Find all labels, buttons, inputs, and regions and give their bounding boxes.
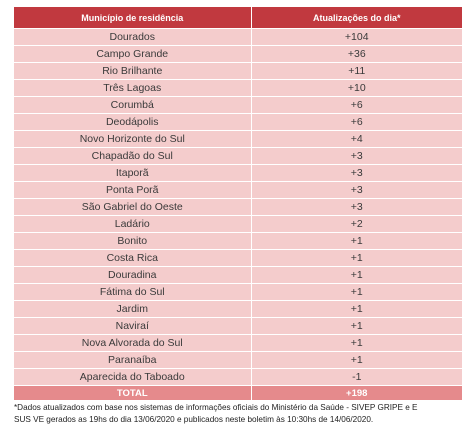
daily-update-cell: +1 — [251, 249, 462, 267]
municipality-updates-table: Município de residência Atualizações do … — [14, 7, 462, 401]
table-row: Naviraí +1 — [14, 317, 462, 335]
table-row: Nova Alvorada do Sul +1 — [14, 334, 462, 352]
table-row: Itaporã +3 — [14, 164, 462, 182]
daily-update-cell: +6 — [251, 96, 462, 114]
daily-update-cell: -1 — [251, 368, 462, 386]
table-row: Jardim +1 — [14, 300, 462, 318]
municipality-cell: Deodápolis — [14, 113, 252, 131]
municipality-cell: Dourados — [14, 28, 252, 46]
table-header-row: Município de residência Atualizações do … — [14, 7, 462, 29]
table-row: Corumbá +6 — [14, 96, 462, 114]
municipality-cell: Costa Rica — [14, 249, 252, 267]
table-row: São Gabriel do Oeste +3 — [14, 198, 462, 216]
footnote: *Dados atualizados com base nos sistemas… — [14, 402, 474, 425]
table-row: Ladário +2 — [14, 215, 462, 233]
table-row: Dourados +104 — [14, 28, 462, 46]
municipality-cell: Aparecida do Taboado — [14, 368, 252, 386]
municipality-cell: Bonito — [14, 232, 252, 250]
municipality-cell: Paranaíba — [14, 351, 252, 369]
table-row: Fátima do Sul +1 — [14, 283, 462, 301]
daily-update-cell: +36 — [251, 45, 462, 63]
table-row: Paranaíba +1 — [14, 351, 462, 369]
table-row: Bonito +1 — [14, 232, 462, 250]
municipality-cell: Ponta Porã — [14, 181, 252, 199]
daily-update-cell: +4 — [251, 130, 462, 148]
daily-update-cell: +1 — [251, 232, 462, 250]
daily-update-cell: +11 — [251, 62, 462, 80]
daily-update-cell: +1 — [251, 300, 462, 318]
table-row: Ponta Porã +3 — [14, 181, 462, 199]
daily-update-cell: +6 — [251, 113, 462, 131]
table-row: Deodápolis +6 — [14, 113, 462, 131]
municipality-cell: Três Lagoas — [14, 79, 252, 97]
header-municipality: Município de residência — [14, 7, 252, 29]
table-row: Rio Brilhante +11 — [14, 62, 462, 80]
table-row: Costa Rica +1 — [14, 249, 462, 267]
footnote-line-2: SUS VE gerados as 19hs do dia 13/06/2020… — [14, 414, 374, 424]
daily-update-cell: +1 — [251, 283, 462, 301]
municipality-cell: Nova Alvorada do Sul — [14, 334, 252, 352]
table-row: Novo Horizonte do Sul +4 — [14, 130, 462, 148]
municipality-cell: Corumbá — [14, 96, 252, 114]
municipality-cell: São Gabriel do Oeste — [14, 198, 252, 216]
total-label: TOTAL — [14, 385, 252, 401]
daily-update-cell: +3 — [251, 164, 462, 182]
total-value: +198 — [251, 385, 462, 401]
municipality-updates-table-wrapper: Município de residência Atualizações do … — [14, 7, 462, 401]
municipality-cell: Ladário — [14, 215, 252, 233]
daily-update-cell: +3 — [251, 181, 462, 199]
municipality-cell: Douradina — [14, 266, 252, 284]
table-body: Dourados +104 Campo Grande +36 Rio Brilhante… — [14, 28, 462, 401]
municipality-cell: Campo Grande — [14, 45, 252, 63]
daily-update-cell: +10 — [251, 79, 462, 97]
table-row: Campo Grande +36 — [14, 45, 462, 63]
daily-update-cell: +3 — [251, 198, 462, 216]
daily-update-cell: +1 — [251, 334, 462, 352]
table-row: Aparecida do Taboado -1 — [14, 368, 462, 386]
municipality-cell: Fátima do Sul — [14, 283, 252, 301]
municipality-cell: Chapadão do Sul — [14, 147, 252, 165]
table-row: Chapadão do Sul +3 — [14, 147, 462, 165]
daily-update-cell: +1 — [251, 266, 462, 284]
header-daily-updates: Atualizações do dia* — [251, 7, 462, 29]
municipality-cell: Jardim — [14, 300, 252, 318]
municipality-cell: Itaporã — [14, 164, 252, 182]
table-row: Três Lagoas +10 — [14, 79, 462, 97]
daily-update-cell: +1 — [251, 351, 462, 369]
total-row: TOTAL +198 — [14, 385, 462, 401]
daily-update-cell: +2 — [251, 215, 462, 233]
daily-update-cell: +3 — [251, 147, 462, 165]
daily-update-cell: +1 — [251, 317, 462, 335]
daily-update-cell: +104 — [251, 28, 462, 46]
municipality-cell: Naviraí — [14, 317, 252, 335]
municipality-cell: Rio Brilhante — [14, 62, 252, 80]
footnote-line-1: *Dados atualizados com base nos sistemas… — [14, 403, 418, 412]
table-row: Douradina +1 — [14, 266, 462, 284]
municipality-cell: Novo Horizonte do Sul — [14, 130, 252, 148]
